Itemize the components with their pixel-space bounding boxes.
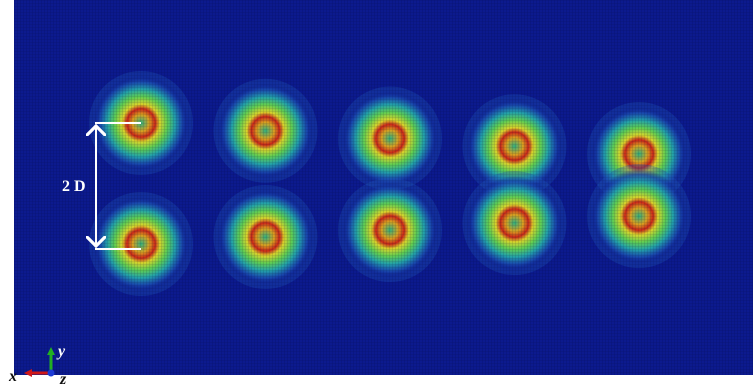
z-axis-label: z — [59, 371, 67, 384]
z-axis-dot — [47, 369, 55, 377]
axes-triad: x y z — [8, 344, 67, 384]
simulation-viewport[interactable]: 2 D — [14, 0, 753, 375]
vortex-field: 2 D — [14, 0, 753, 375]
x-axis-label: x — [8, 368, 17, 384]
y-arrow-head — [47, 347, 55, 355]
mesh-overlay — [14, 0, 753, 375]
dimension-annotation: 2 D — [62, 122, 141, 250]
y-axis-label: y — [56, 344, 66, 360]
x-arrow-head — [24, 369, 32, 377]
dimension-label: 2 D — [62, 178, 86, 195]
